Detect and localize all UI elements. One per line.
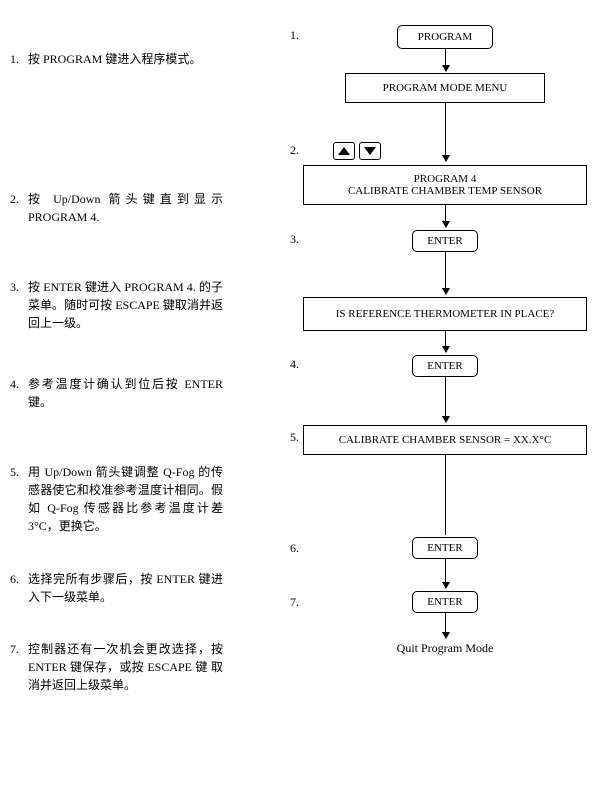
flow-box-label: ENTER (427, 596, 462, 608)
step-text: 按 Up/Down 箭头键直到显示 PROGRAM 4. (28, 190, 223, 226)
instruction-item: 5. 用 Up/Down 箭头键调整 Q-Fog 的传感器使它和校准参考温度计相… (10, 463, 223, 535)
flow-box-program-mode-menu: PROGRAM MODE MENU (345, 73, 545, 103)
step-num: 5. (10, 465, 19, 479)
flow-arrow (445, 377, 446, 422)
flow-step-num: 5. (290, 430, 299, 445)
flow-box-program: PROGRAM (397, 25, 493, 49)
flow-box-label: PROGRAM MODE MENU (383, 82, 508, 94)
instruction-item: 4. 参考温度计确认到位后按 ENTER 键。 (10, 375, 223, 411)
flow-box-label: CALIBRATE CHAMBER TEMP SENSOR (348, 185, 542, 197)
step-text: 参考温度计确认到位后按 ENTER 键。 (28, 375, 223, 411)
step-num: 7. (10, 642, 19, 656)
flow-arrow (445, 205, 446, 227)
flow-box-is-ref: IS REFERENCE THERMOMETER IN PLACE? (303, 297, 587, 331)
flow-box-enter: ENTER (412, 537, 478, 559)
flow-arrow (445, 331, 446, 352)
flow-arrow (445, 252, 446, 294)
step-text: 控制器还有一次机会更改选择，按 ENTER 键保存，或按 ESCAPE 键 取消… (28, 640, 223, 694)
flow-arrow (445, 613, 446, 638)
flow-step-num: 1. (290, 28, 299, 43)
up-arrow-button[interactable] (333, 142, 355, 160)
flow-box-enter: ENTER (412, 591, 478, 613)
step-num: 4. (10, 377, 19, 391)
flow-arrow (445, 49, 446, 71)
instruction-item: 1. 按 PROGRAM 键进入程序模式。 (10, 50, 223, 68)
step-text: 按 PROGRAM 键进入程序模式。 (28, 50, 223, 68)
instruction-item: 3. 按 ENTER 键进入 PROGRAM 4. 的子菜单。随时可按 ESCA… (10, 278, 223, 332)
flow-box-label: Quit Program Mode (397, 641, 494, 655)
flow-step-num: 2. (290, 143, 299, 158)
step-text: 按 ENTER 键进入 PROGRAM 4. 的子菜单。随时可按 ESCAPE … (28, 278, 223, 332)
step-num: 3. (10, 280, 19, 294)
flow-arrow (445, 559, 446, 588)
flow-arrow (445, 103, 446, 161)
flow-box-label: ENTER (427, 542, 462, 554)
flow-box-label: CALIBRATE CHAMBER SENSOR = XX.X°C (339, 434, 552, 446)
flow-step-num: 6. (290, 541, 299, 556)
instruction-item: 7. 控制器还有一次机会更改选择，按 ENTER 键保存，或按 ESCAPE 键… (10, 640, 223, 694)
flow-box-label: ENTER (427, 235, 462, 247)
step-text: 用 Up/Down 箭头键调整 Q-Fog 的传感器使它和校准参考温度计相同。假… (28, 463, 223, 535)
flow-box-label: PROGRAM (418, 31, 472, 43)
flow-box-enter: ENTER (412, 230, 478, 252)
flow-box-calibrate-sensor: CALIBRATE CHAMBER SENSOR = XX.X°C (303, 425, 587, 455)
step-num: 1. (10, 52, 19, 66)
flow-step-num: 3. (290, 232, 299, 247)
up-arrow-icon (338, 147, 350, 155)
flow-box-label: IS REFERENCE THERMOMETER IN PLACE? (336, 308, 555, 320)
flow-box-enter: ENTER (412, 355, 478, 377)
instruction-item: 2. 按 Up/Down 箭头键直到显示 PROGRAM 4. (10, 190, 223, 226)
flow-line (445, 455, 446, 535)
step-num: 2. (10, 192, 19, 206)
flow-quit-label: Quit Program Mode (385, 641, 505, 656)
step-num: 6. (10, 572, 19, 586)
flow-step-num: 4. (290, 357, 299, 372)
down-arrow-button[interactable] (359, 142, 381, 160)
down-arrow-icon (364, 147, 376, 155)
flow-box-label: PROGRAM 4 (414, 173, 477, 185)
flow-box-program4: PROGRAM 4 CALIBRATE CHAMBER TEMP SENSOR (303, 165, 587, 205)
step-text: 选择完所有步骤后，按 ENTER 键进入下一级菜单。 (28, 570, 223, 606)
flow-box-label: ENTER (427, 360, 462, 372)
flow-step-num: 7. (290, 595, 299, 610)
instruction-item: 6. 选择完所有步骤后，按 ENTER 键进入下一级菜单。 (10, 570, 223, 606)
